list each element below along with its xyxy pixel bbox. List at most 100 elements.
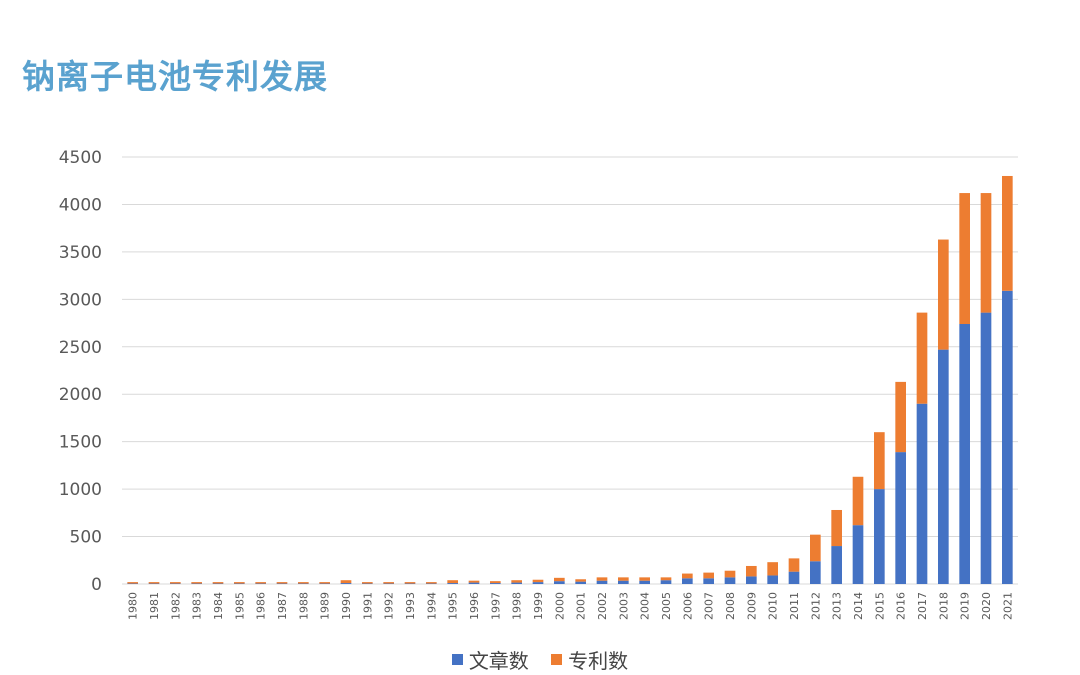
x-tick-label: 1980 <box>127 592 140 620</box>
x-tick-label: 2019 <box>959 592 972 620</box>
bar-articles <box>532 582 544 584</box>
x-tick-label: 2002 <box>596 592 609 620</box>
bar-articles <box>895 452 906 584</box>
bar-patents <box>895 381 906 453</box>
bar-patents <box>362 582 373 584</box>
bar-articles <box>554 581 565 584</box>
bar-articles <box>575 581 586 584</box>
bar-articles <box>596 580 608 584</box>
page-title: 钠离子电池专利发展 <box>22 57 328 96</box>
chart-legend: 文章数 专利数 <box>0 645 1080 674</box>
bar-articles <box>340 583 352 584</box>
legend-swatch-patents <box>551 654 563 665</box>
y-tick-label: 2000 <box>59 385 102 405</box>
legend-item-patents: 专利数 <box>551 645 628 674</box>
bar-patents <box>148 582 160 584</box>
bar-articles <box>660 580 672 584</box>
x-tick-label: 1984 <box>212 592 225 620</box>
bar-articles <box>618 580 629 584</box>
bar-patents <box>255 582 266 584</box>
y-tick-label: 500 <box>70 528 102 548</box>
x-tick-label: 2021 <box>1001 592 1014 620</box>
x-tick-label: 1999 <box>532 592 545 620</box>
x-tick-label: 1992 <box>383 592 396 620</box>
x-tick-label: 1987 <box>276 592 289 620</box>
x-tick-label: 1981 <box>148 592 161 620</box>
y-tick-label: 0 <box>91 575 102 595</box>
x-tick-label: 2012 <box>809 592 822 620</box>
bar-patents <box>383 582 394 584</box>
bar-articles <box>916 403 928 584</box>
bar-patents <box>490 581 501 584</box>
x-tick-label: 1995 <box>447 592 460 620</box>
bar-articles <box>746 576 757 584</box>
x-tick-label: 1994 <box>425 592 438 620</box>
y-tick-label: 1500 <box>59 433 102 453</box>
x-tick-label: 1997 <box>489 592 502 620</box>
bar-patents <box>234 582 245 584</box>
x-tick-label: 1990 <box>340 592 353 620</box>
bar-patents <box>703 572 714 579</box>
bar-articles <box>682 578 693 584</box>
x-tick-label: 2005 <box>660 592 673 620</box>
y-tick-label: 1000 <box>59 480 102 500</box>
bar-patents <box>831 509 842 547</box>
bar-patents <box>340 580 352 584</box>
x-tick-label: 2015 <box>873 592 886 620</box>
x-tick-label: 2016 <box>895 592 908 620</box>
bar-articles <box>874 489 885 584</box>
bar-patents <box>767 562 778 576</box>
bar-patents <box>426 582 437 584</box>
x-tick-label: 1993 <box>404 592 417 620</box>
bar-articles <box>980 312 992 584</box>
bar-articles <box>852 525 864 584</box>
bar-patents <box>212 582 224 584</box>
x-tick-label: 1986 <box>255 592 268 620</box>
bar-patents <box>724 570 736 578</box>
bar-patents <box>810 534 821 562</box>
legend-label-patents: 专利数 <box>568 649 629 673</box>
x-tick-label: 1991 <box>361 592 374 620</box>
bar-articles <box>810 561 821 584</box>
x-tick-label: 2009 <box>745 592 758 620</box>
x-tick-label: 1983 <box>191 592 204 620</box>
bar-patents <box>554 577 565 582</box>
bar-articles <box>724 577 736 584</box>
bar-articles <box>490 583 501 584</box>
x-tick-label: 2004 <box>639 592 652 620</box>
stacked-bar-chart: 0 500 1000 1500 2000 2500 3000 3500 4000 4500 1980… <box>59 148 1018 620</box>
bar-articles <box>639 580 650 584</box>
bar-patents <box>618 577 629 581</box>
bar-patents <box>298 582 309 584</box>
bar-patents <box>596 577 608 581</box>
x-tick-label: 2007 <box>703 592 716 620</box>
x-tick-label: 2003 <box>617 592 630 620</box>
x-tick-label: 2018 <box>937 592 950 620</box>
bar-patents <box>447 580 458 584</box>
legend-item-articles: 文章数 <box>451 645 529 674</box>
x-tick-label: 2017 <box>916 592 929 620</box>
bar-patents <box>319 582 330 584</box>
y-tick-label: 3500 <box>59 243 102 263</box>
bar-patents <box>639 577 650 581</box>
bar-patents <box>660 577 672 581</box>
bar-patents <box>916 312 928 404</box>
x-tick-label: 1982 <box>169 592 182 620</box>
bar-articles <box>959 324 970 584</box>
bar-patents <box>1002 175 1013 291</box>
bar-patents <box>511 580 522 583</box>
bar-articles <box>767 575 778 584</box>
x-tick-label: 1998 <box>511 592 524 620</box>
bar-articles <box>788 571 800 584</box>
bar-articles <box>447 583 458 584</box>
x-tick-label: 1996 <box>468 592 481 620</box>
x-tick-label: 2013 <box>831 592 844 620</box>
bar-patents <box>276 582 288 584</box>
bar-patents <box>874 432 885 490</box>
x-tick-label: 2020 <box>980 592 993 620</box>
bar-patents <box>532 579 544 583</box>
x-tick-label: 1988 <box>297 592 310 620</box>
x-tick-label: 2010 <box>767 592 780 620</box>
y-tick-label: 4500 <box>59 148 102 168</box>
x-tick-label: 1989 <box>319 592 332 620</box>
